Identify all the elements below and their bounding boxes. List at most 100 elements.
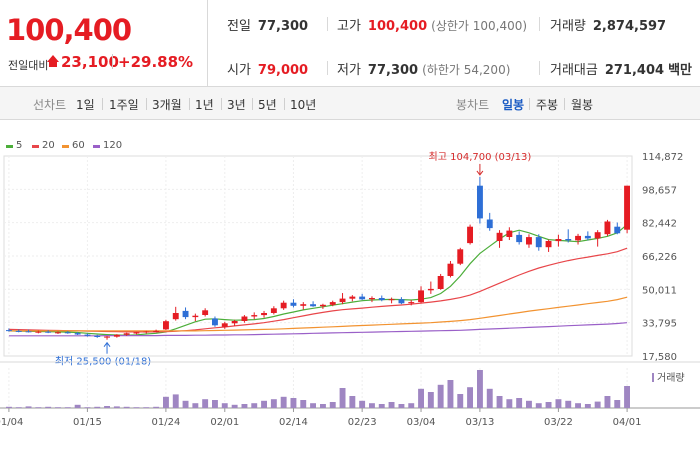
period-10y[interactable]: 10년 xyxy=(290,98,317,112)
volume-bar xyxy=(241,404,248,408)
candle-body xyxy=(398,299,405,304)
divider xyxy=(252,98,253,110)
legend-swatch-ma5 xyxy=(6,145,13,148)
candle-body xyxy=(584,235,591,239)
change-rate: +29.88% xyxy=(118,53,194,71)
legend-ma60: 60 xyxy=(72,140,85,151)
volume-bar xyxy=(467,387,473,408)
volume-bar xyxy=(447,380,454,408)
candle-chart-label: 봉차트 xyxy=(456,98,490,112)
legend-swatch-ma120 xyxy=(93,145,100,148)
y-tick-label: 17,580 xyxy=(642,352,677,363)
candle-body xyxy=(280,302,287,309)
divider xyxy=(539,17,540,31)
candle-weekly[interactable]: 주봉 xyxy=(536,98,559,112)
period-1y[interactable]: 1년 xyxy=(195,98,214,112)
volume-bar xyxy=(477,370,483,408)
volume-bar xyxy=(231,404,238,408)
low-label: 저가 xyxy=(337,63,361,78)
candle-body xyxy=(251,315,258,317)
candle-body xyxy=(329,302,336,305)
candle-body xyxy=(496,232,503,241)
period-1w[interactable]: 1주일 xyxy=(109,98,139,112)
volume-field: 거래량 2,874,597 xyxy=(550,15,666,34)
volume-bar xyxy=(261,400,267,408)
volume-bar xyxy=(329,402,336,408)
candle-body xyxy=(143,331,150,333)
candle-body xyxy=(486,219,493,229)
candle-body xyxy=(457,249,464,264)
candle-daily[interactable]: 일봉 xyxy=(502,98,525,112)
volume-bar xyxy=(123,406,130,408)
period-3y[interactable]: 3년 xyxy=(227,98,246,112)
y-tick-label: 98,657 xyxy=(642,185,677,196)
low-field: 저가 77,300 (하한가 54,200) xyxy=(337,59,510,78)
volume-bar xyxy=(437,384,444,408)
chart-toolbar: 선차트 1일 1주일 3개월 1년 3년 5년 10년 봉차트 일봉 주봉 월봉 xyxy=(0,87,700,120)
divider xyxy=(327,61,328,75)
divider xyxy=(146,98,147,110)
candle-body xyxy=(378,298,385,301)
divider xyxy=(539,61,540,75)
trade-value-field: 거래대금 271,404 백만 xyxy=(550,59,692,78)
candle-body xyxy=(427,288,434,291)
volume-bar xyxy=(25,406,32,408)
volume-bar xyxy=(84,407,91,408)
high-value: 100,400 xyxy=(367,19,428,34)
candle-body xyxy=(74,333,81,335)
volume-bar xyxy=(212,400,218,408)
candle-body xyxy=(64,332,71,334)
volume-bar xyxy=(526,400,532,408)
x-tick-label: 01/15 xyxy=(73,417,102,428)
trade-value-label: 거래대금 xyxy=(550,63,598,78)
candle-body xyxy=(153,330,160,332)
volume-bar xyxy=(55,407,61,408)
volume-bar xyxy=(584,404,591,408)
ma20-line xyxy=(8,247,628,333)
candle-body xyxy=(447,263,454,276)
volume-bar xyxy=(545,402,552,408)
x-tick-label: 02/14 xyxy=(279,417,308,428)
volume-bar xyxy=(300,400,307,408)
high-arrow-icon-head xyxy=(476,170,484,176)
period-3m[interactable]: 3개월 xyxy=(152,98,182,112)
candle-body xyxy=(300,304,307,306)
period-5y[interactable]: 5년 xyxy=(258,98,277,112)
divider xyxy=(102,98,103,110)
volume-bar xyxy=(614,400,621,408)
volume-bar xyxy=(378,404,385,408)
volume-bar xyxy=(624,386,630,408)
volume-bar xyxy=(594,401,601,408)
change-label: 전일대비 xyxy=(8,59,49,72)
trade-value: 271,404 xyxy=(604,63,665,78)
candle-body xyxy=(221,323,228,327)
candle-body xyxy=(604,221,611,235)
candle-body xyxy=(545,241,552,248)
candle-monthly[interactable]: 월봉 xyxy=(571,98,594,112)
candle-body xyxy=(555,239,562,242)
ma5-line xyxy=(8,224,628,336)
volume-bar xyxy=(133,407,140,408)
period-1d[interactable]: 1일 xyxy=(76,98,95,112)
candle-body xyxy=(84,334,91,336)
open-label: 시가 xyxy=(227,63,251,78)
volume-bar xyxy=(388,402,395,408)
candle-body xyxy=(594,232,601,239)
x-tick-label: 02/23 xyxy=(348,417,377,428)
volume-bar xyxy=(172,394,179,408)
candle-body xyxy=(202,310,209,315)
volume-bar xyxy=(359,400,366,408)
candle-body xyxy=(172,313,179,320)
x-tick-label: 01/24 xyxy=(151,417,180,428)
candle-body xyxy=(575,235,581,241)
volume-bar xyxy=(45,406,52,408)
legend-swatch-ma60 xyxy=(62,145,69,148)
volume-bar xyxy=(604,396,611,408)
x-tick-label: 01/04 xyxy=(0,417,23,428)
volume-bar xyxy=(74,404,81,408)
candle-body xyxy=(467,226,473,244)
lower-limit-note: (하한가 54,200) xyxy=(422,63,511,77)
volume-bar xyxy=(320,404,326,408)
volume-bar xyxy=(15,407,22,408)
